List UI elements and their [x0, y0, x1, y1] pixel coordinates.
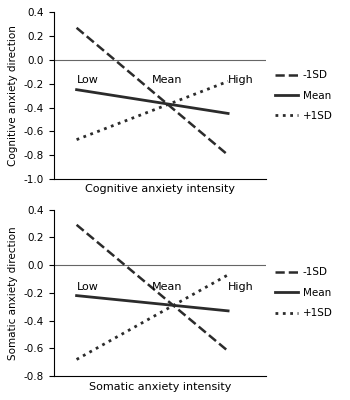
Text: Low: Low: [77, 75, 98, 85]
Text: High: High: [228, 282, 254, 292]
X-axis label: Cognitive anxiety intensity: Cognitive anxiety intensity: [85, 184, 235, 194]
Legend: -1SD, Mean, +1SD: -1SD, Mean, +1SD: [275, 70, 332, 121]
Text: Low: Low: [77, 282, 98, 292]
Text: High: High: [228, 75, 254, 85]
Text: Mean: Mean: [152, 75, 183, 85]
X-axis label: Somatic anxiety intensity: Somatic anxiety intensity: [89, 382, 231, 392]
Y-axis label: Somatic anxiety direction: Somatic anxiety direction: [8, 226, 18, 360]
Y-axis label: Cognitive anxiety direction: Cognitive anxiety direction: [8, 25, 18, 166]
Text: Mean: Mean: [152, 282, 183, 292]
Legend: -1SD, Mean, +1SD: -1SD, Mean, +1SD: [275, 268, 332, 318]
